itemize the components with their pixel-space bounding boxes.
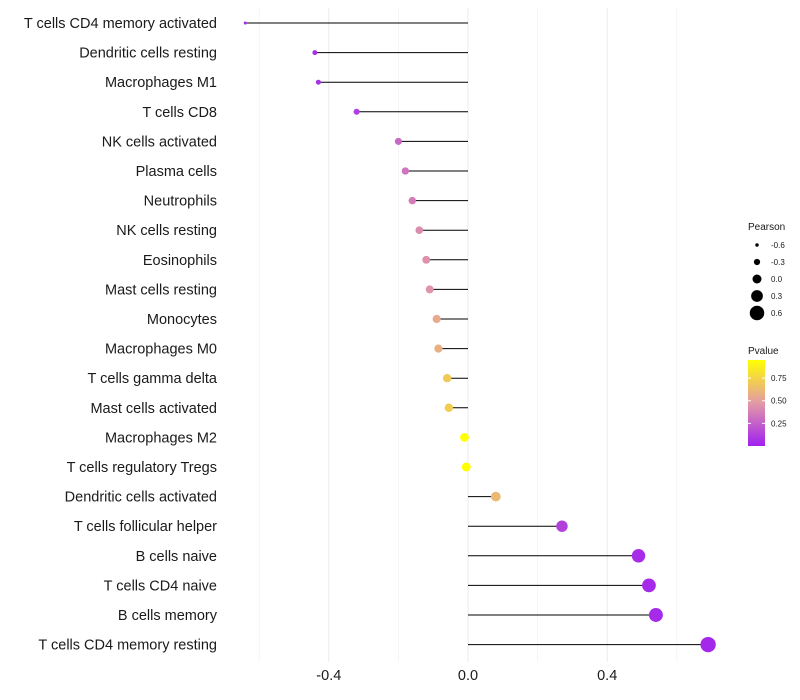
pvalue-legend-label: 0.50	[771, 397, 787, 406]
lollipop-point	[461, 462, 471, 472]
lollipop-point	[556, 520, 568, 532]
category-label: NK cells resting	[116, 223, 217, 239]
x-tick-label: 0.4	[597, 668, 617, 684]
category-labels: T cells CD4 memory activated Dendritic ce…	[24, 16, 218, 654]
pvalue-legend-label: 0.75	[771, 374, 787, 383]
pearson-legend-key	[753, 258, 761, 266]
pearson-legend-label: 0.3	[771, 292, 783, 301]
pearson-legend-key	[749, 305, 765, 321]
pvalue-legend-title: Pvalue	[748, 346, 779, 357]
lollipop-points	[243, 21, 716, 653]
category-label: Dendritic cells resting	[79, 46, 217, 62]
lollipop-point	[312, 50, 318, 56]
lollipop-point	[648, 608, 663, 622]
lollipop-point	[353, 108, 360, 115]
pvalue-legend: Pvalue 0.75 0.50 0.25	[748, 346, 787, 446]
category-label: T cells CD4 naive	[104, 578, 217, 594]
pearson-legend: Pearson -0.6 -0.3 0.0 0.3 0.6	[748, 222, 785, 321]
pvalue-legend-label: 0.25	[771, 419, 787, 428]
category-label: Plasma cells	[136, 164, 217, 180]
pearson-legend-label: -0.6	[771, 241, 785, 250]
lollipop-point	[434, 344, 443, 353]
pearson-legend-label: 0.0	[771, 275, 783, 284]
x-tick-label: 0.0	[458, 668, 478, 684]
lollipop-point	[442, 373, 452, 383]
category-label: Macrophages M2	[105, 430, 217, 446]
category-label: Macrophages M0	[105, 342, 217, 358]
category-label: B cells memory	[118, 608, 218, 624]
category-label: Macrophages M1	[105, 75, 217, 91]
category-label: Eosinophils	[143, 253, 217, 269]
category-label: Mast cells resting	[105, 282, 217, 298]
category-label: NK cells activated	[102, 134, 217, 150]
pearson-legend-key	[755, 243, 759, 247]
lollipop-point	[425, 285, 434, 294]
pearson-legend-key	[752, 274, 762, 284]
category-label: T cells follicular helper	[74, 519, 217, 535]
category-label: B cells naive	[136, 549, 217, 565]
category-label: Neutrophils	[144, 194, 217, 210]
lollipop-point	[490, 491, 501, 502]
category-label: T cells CD4 memory activated	[24, 16, 217, 32]
lollipop-point	[415, 226, 424, 235]
category-label: Dendritic cells activated	[65, 490, 217, 506]
pearson-legend-label: -0.3	[771, 258, 785, 267]
lollipop-point	[401, 167, 410, 175]
x-tick-label: -0.4	[316, 668, 341, 684]
category-label: T cells CD8	[142, 105, 217, 121]
lollipop-point	[315, 79, 321, 85]
lollipop-point	[460, 432, 469, 442]
category-label: Mast cells activated	[90, 401, 217, 417]
grid-lines	[258, 8, 678, 662]
x-axis-tick-labels: -0.4 0.0 0.4	[316, 668, 617, 684]
pearson-legend-key	[751, 290, 763, 302]
lollipop-point	[631, 549, 646, 563]
lollipop-point	[700, 636, 716, 653]
lollipop-point	[444, 403, 454, 413]
lollipop-point	[642, 578, 656, 593]
category-label: T cells regulatory Tregs	[67, 460, 217, 476]
pvalue-colorbar	[748, 360, 765, 446]
category-label: Monocytes	[147, 312, 217, 328]
pearson-legend-label: 0.6	[771, 309, 783, 318]
category-label: T cells gamma delta	[88, 371, 218, 387]
lollipop-point	[432, 314, 441, 324]
lollipop-point	[422, 255, 431, 264]
lollipop-point	[394, 137, 402, 145]
lollipop-point	[243, 21, 247, 25]
category-label: T cells CD4 memory resting	[38, 638, 217, 654]
pearson-legend-title: Pearson	[748, 222, 785, 233]
lollipop-point	[408, 196, 417, 205]
